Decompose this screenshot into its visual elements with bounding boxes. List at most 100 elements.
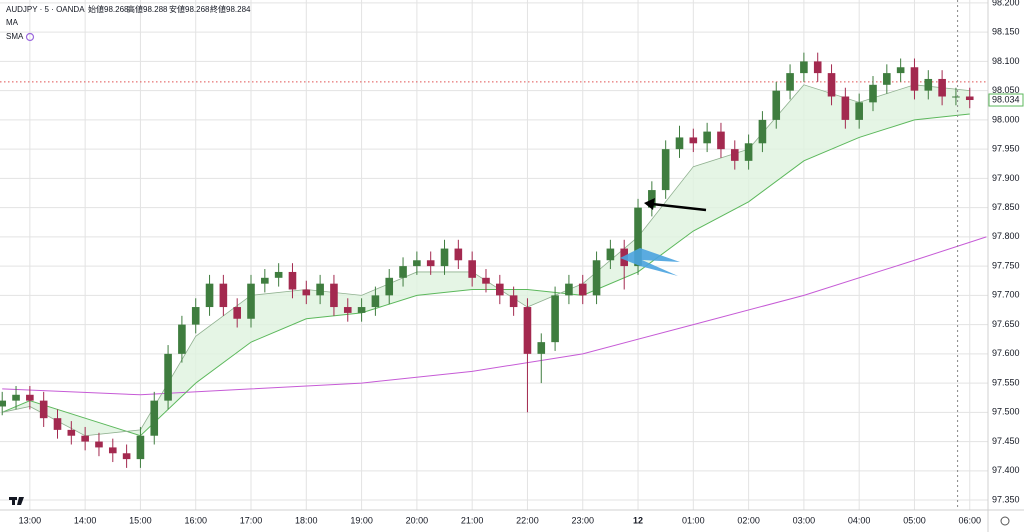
candle-body xyxy=(95,441,103,448)
candle-body xyxy=(0,400,7,407)
candle-body xyxy=(164,353,172,401)
black-arrow xyxy=(644,198,707,212)
y-tick-label: 97.750 xyxy=(992,260,1020,270)
candle-body xyxy=(703,131,711,144)
ohlc-high: 高値98.288 xyxy=(127,4,168,14)
blue-arrow xyxy=(620,248,680,276)
candle-body xyxy=(565,283,573,296)
candle-body xyxy=(191,307,200,325)
candle-body xyxy=(67,429,76,436)
candle-body xyxy=(496,283,504,296)
candle-body xyxy=(689,137,698,144)
candle-body xyxy=(413,260,421,267)
candle-body xyxy=(800,61,808,74)
y-tick-label: 97.550 xyxy=(992,377,1020,387)
candle-body xyxy=(399,266,407,278)
candle-body xyxy=(53,418,62,430)
candle-body xyxy=(178,324,186,354)
x-tick-label: 05:00 xyxy=(903,515,926,525)
candle-body xyxy=(883,73,891,85)
indicator[interactable]: SMA xyxy=(6,32,24,41)
candle-body xyxy=(730,149,739,161)
y-tick-label: 97.350 xyxy=(992,494,1020,504)
x-tick-label: 13:00 xyxy=(19,515,42,525)
candle-body xyxy=(910,67,919,91)
candle-body xyxy=(675,137,684,150)
candle-body xyxy=(426,260,435,267)
indicator-icon[interactable] xyxy=(25,32,35,42)
candle-body xyxy=(744,143,753,161)
candle-body xyxy=(634,207,642,267)
candle-body xyxy=(357,307,366,313)
candle-body xyxy=(786,73,794,91)
candle-body xyxy=(288,271,297,290)
y-tick-label: 98.000 xyxy=(992,114,1020,124)
candle-body xyxy=(247,283,255,319)
x-tick-label: 20:00 xyxy=(406,515,429,525)
candle-body xyxy=(108,447,117,454)
candle-body xyxy=(537,342,546,354)
y-tick-label: 97.800 xyxy=(992,231,1020,241)
last-price-box xyxy=(988,93,1024,107)
x-tick-label: 01:00 xyxy=(682,515,705,525)
candle-body xyxy=(606,248,615,261)
y-tick-label: 97.600 xyxy=(992,348,1020,358)
candle-body xyxy=(965,96,974,101)
candle-body xyxy=(592,260,601,296)
x-tick-label: 15:00 xyxy=(129,515,152,525)
candle-body xyxy=(343,307,352,313)
x-tick-label: 19:00 xyxy=(350,515,373,525)
candle-body xyxy=(81,435,89,442)
y-tick-label: 97.950 xyxy=(992,144,1020,154)
candle-body xyxy=(758,119,767,144)
y-tick-label: 97.500 xyxy=(992,407,1020,417)
x-tick-label: 12 xyxy=(633,515,643,525)
candle-body xyxy=(648,190,656,208)
indicator[interactable]: MA xyxy=(6,18,19,27)
y-tick-label: 98.150 xyxy=(992,27,1020,37)
candle-body xyxy=(924,78,933,91)
ma-band-fill xyxy=(2,84,970,436)
candle-body xyxy=(233,307,241,319)
candle-body xyxy=(122,453,131,460)
candle-body xyxy=(26,394,34,401)
y-tick-label: 97.450 xyxy=(992,436,1020,446)
candle-body xyxy=(813,61,822,74)
candle-body xyxy=(205,283,214,308)
candle-body xyxy=(302,289,311,296)
x-tick-label: 17:00 xyxy=(240,515,263,525)
candle-body xyxy=(136,435,145,460)
candle-body xyxy=(772,90,781,120)
y-tick-label: 97.850 xyxy=(992,202,1020,212)
candle-body xyxy=(661,149,670,191)
candle-body xyxy=(316,283,324,296)
y-tick-label: 98.200 xyxy=(992,0,1020,7)
x-tick-label: 18:00 xyxy=(295,515,318,525)
x-tick-label: 16:00 xyxy=(184,515,207,525)
candle-body xyxy=(219,283,228,308)
candle-body xyxy=(869,84,877,103)
header: AUDJPY · 5 · OANDA 始値98.268 高値98.288 安値9… xyxy=(6,4,251,41)
candle-body xyxy=(12,394,20,401)
x-tick-label: 02:00 xyxy=(737,515,760,525)
ohlc-open: 始値98.268 xyxy=(88,4,129,14)
x-tick-label: 04:00 xyxy=(848,515,871,525)
candle-body xyxy=(261,277,269,284)
x-tick-label: 23:00 xyxy=(571,515,594,525)
y-tick-label: 97.700 xyxy=(992,290,1020,300)
candle-body xyxy=(896,67,905,74)
y-tick-label: 98.050 xyxy=(992,85,1020,95)
y-tick-label: 98.100 xyxy=(992,56,1020,66)
candle-body xyxy=(39,400,48,419)
candle-body xyxy=(150,400,159,436)
candle-body xyxy=(454,248,463,261)
y-tick-label: 97.650 xyxy=(992,319,1020,329)
settings-icon[interactable] xyxy=(1000,516,1010,526)
plot xyxy=(0,0,988,510)
candle-body xyxy=(938,78,946,97)
ohlc-low: 安値98.268 xyxy=(169,4,210,14)
candle-body xyxy=(371,295,380,308)
candle-body xyxy=(440,248,449,267)
candle-body xyxy=(274,271,283,278)
